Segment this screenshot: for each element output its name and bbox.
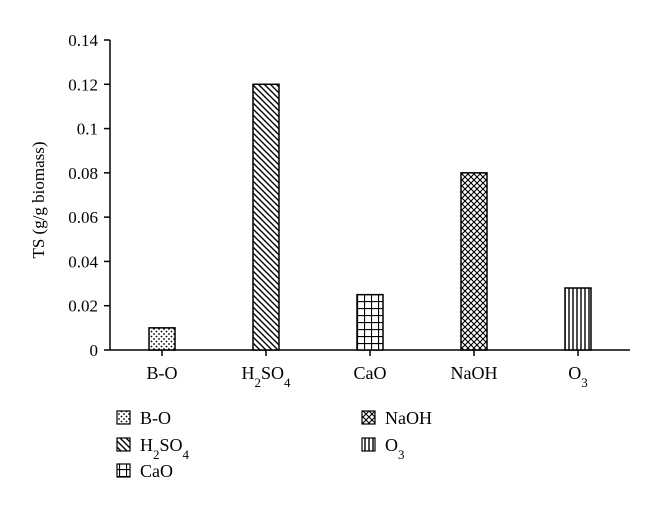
legend-swatch <box>361 437 376 452</box>
legend-swatch <box>116 437 131 452</box>
x-tick-label-naoh: NaOH <box>451 363 498 383</box>
legend-label: B-O <box>140 408 171 428</box>
legend-item-cao: CaO <box>116 461 173 481</box>
bar-b-o <box>148 327 176 351</box>
legend-swatch <box>116 463 131 478</box>
legend-swatch <box>361 410 376 425</box>
legend-item-h2so4: H2SO4 <box>116 435 190 462</box>
labels: 0 0.02 0.04 0.06 0.08 0.1 0.12 0.14 TS (g/g biom… <box>29 31 588 390</box>
y-tick-label: 0.04 <box>68 252 98 271</box>
y-tick-label: 0.08 <box>68 164 98 183</box>
legend: B-O NaOH H2SO4 O3 CaO <box>116 408 432 481</box>
bar-o3 <box>564 287 592 351</box>
y-tick-label: 0 <box>90 341 99 360</box>
bar-cao <box>356 293 384 351</box>
legend-item-b-o: B-O <box>116 408 171 428</box>
bar-h2so4 <box>252 83 280 351</box>
legend-item-o3: O3 <box>361 435 404 462</box>
y-tick-label: 0.06 <box>68 208 98 227</box>
y-tick-label: 0.14 <box>68 31 98 50</box>
x-tick-label-o3: O3 <box>568 363 587 390</box>
y-tick-label: 0.1 <box>77 120 98 139</box>
legend-label: H2SO4 <box>140 435 190 462</box>
legend-label: CaO <box>140 461 173 481</box>
x-tick-label-b-o: B-O <box>147 363 178 383</box>
y-tick-label: 0.12 <box>68 75 98 94</box>
axes <box>104 39 630 356</box>
bar-naoh <box>460 172 488 351</box>
legend-label: O3 <box>385 435 404 462</box>
y-tick-label: 0.02 <box>68 297 98 316</box>
x-tick-label-cao: CaO <box>354 363 387 383</box>
legend-item-naoh: NaOH <box>361 408 432 428</box>
x-tick-label-h2so4: H2SO4 <box>242 363 292 390</box>
bars <box>148 83 592 351</box>
y-axis-title: TS (g/g biomass) <box>29 141 48 258</box>
legend-label: NaOH <box>385 408 432 428</box>
legend-swatch <box>116 410 131 425</box>
